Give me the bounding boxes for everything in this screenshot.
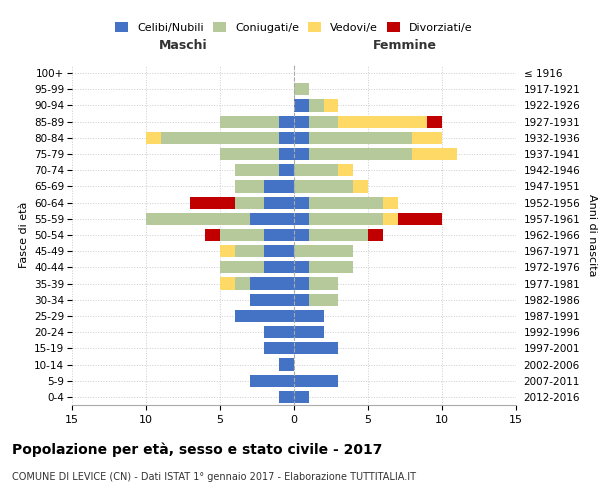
Bar [309, 116, 338, 128]
Bar [220, 229, 265, 241]
Bar [235, 245, 265, 258]
Bar [412, 148, 457, 160]
Bar [338, 116, 427, 128]
Bar [279, 116, 294, 128]
Bar [294, 278, 309, 289]
Bar [294, 196, 309, 208]
Bar [338, 164, 353, 176]
Bar [309, 212, 383, 225]
Legend: Celibi/Nubili, Coniugati/e, Vedovi/e, Divorziati/e: Celibi/Nubili, Coniugati/e, Vedovi/e, Di… [111, 18, 477, 38]
Bar [220, 278, 235, 289]
Bar [279, 132, 294, 144]
Bar [294, 310, 323, 322]
Bar [412, 132, 442, 144]
Bar [309, 148, 412, 160]
Bar [265, 196, 294, 208]
Bar [265, 342, 294, 354]
Bar [250, 294, 294, 306]
Text: Popolazione per età, sesso e stato civile - 2017: Popolazione per età, sesso e stato civil… [12, 442, 382, 457]
Bar [279, 391, 294, 403]
Bar [220, 262, 265, 274]
Bar [294, 374, 338, 387]
Bar [309, 294, 338, 306]
Bar [294, 212, 309, 225]
Bar [294, 100, 309, 112]
Bar [294, 262, 309, 274]
Bar [309, 262, 353, 274]
Text: COMUNE DI LEVICE (CN) - Dati ISTAT 1° gennaio 2017 - Elaborazione TUTTITALIA.IT: COMUNE DI LEVICE (CN) - Dati ISTAT 1° ge… [12, 472, 416, 482]
Bar [190, 196, 235, 208]
Bar [265, 180, 294, 192]
Bar [220, 116, 279, 128]
Bar [250, 374, 294, 387]
Bar [294, 116, 309, 128]
Bar [309, 100, 323, 112]
Bar [398, 212, 442, 225]
Bar [427, 116, 442, 128]
Bar [294, 342, 338, 354]
Bar [265, 326, 294, 338]
Bar [235, 278, 250, 289]
Bar [294, 148, 309, 160]
Bar [294, 132, 309, 144]
Bar [309, 132, 412, 144]
Bar [383, 212, 398, 225]
Bar [220, 148, 279, 160]
Bar [294, 294, 309, 306]
Bar [205, 229, 220, 241]
Bar [235, 196, 265, 208]
Bar [265, 245, 294, 258]
Bar [220, 245, 235, 258]
Bar [265, 229, 294, 241]
Bar [309, 196, 383, 208]
Bar [294, 326, 323, 338]
Bar [146, 132, 161, 144]
Bar [146, 212, 250, 225]
Bar [294, 245, 353, 258]
Bar [279, 164, 294, 176]
Bar [294, 391, 309, 403]
Bar [161, 132, 279, 144]
Bar [294, 229, 309, 241]
Text: Femmine: Femmine [373, 39, 437, 52]
Bar [294, 180, 353, 192]
Y-axis label: Anni di nascita: Anni di nascita [587, 194, 597, 276]
Bar [368, 229, 383, 241]
Bar [235, 180, 265, 192]
Bar [309, 278, 338, 289]
Bar [235, 310, 294, 322]
Bar [309, 229, 368, 241]
Text: Maschi: Maschi [158, 39, 208, 52]
Bar [353, 180, 368, 192]
Bar [279, 358, 294, 370]
Bar [323, 100, 338, 112]
Bar [279, 148, 294, 160]
Bar [250, 278, 294, 289]
Bar [294, 164, 338, 176]
Y-axis label: Fasce di età: Fasce di età [19, 202, 29, 268]
Bar [383, 196, 398, 208]
Bar [265, 262, 294, 274]
Bar [294, 83, 309, 96]
Bar [235, 164, 279, 176]
Bar [250, 212, 294, 225]
